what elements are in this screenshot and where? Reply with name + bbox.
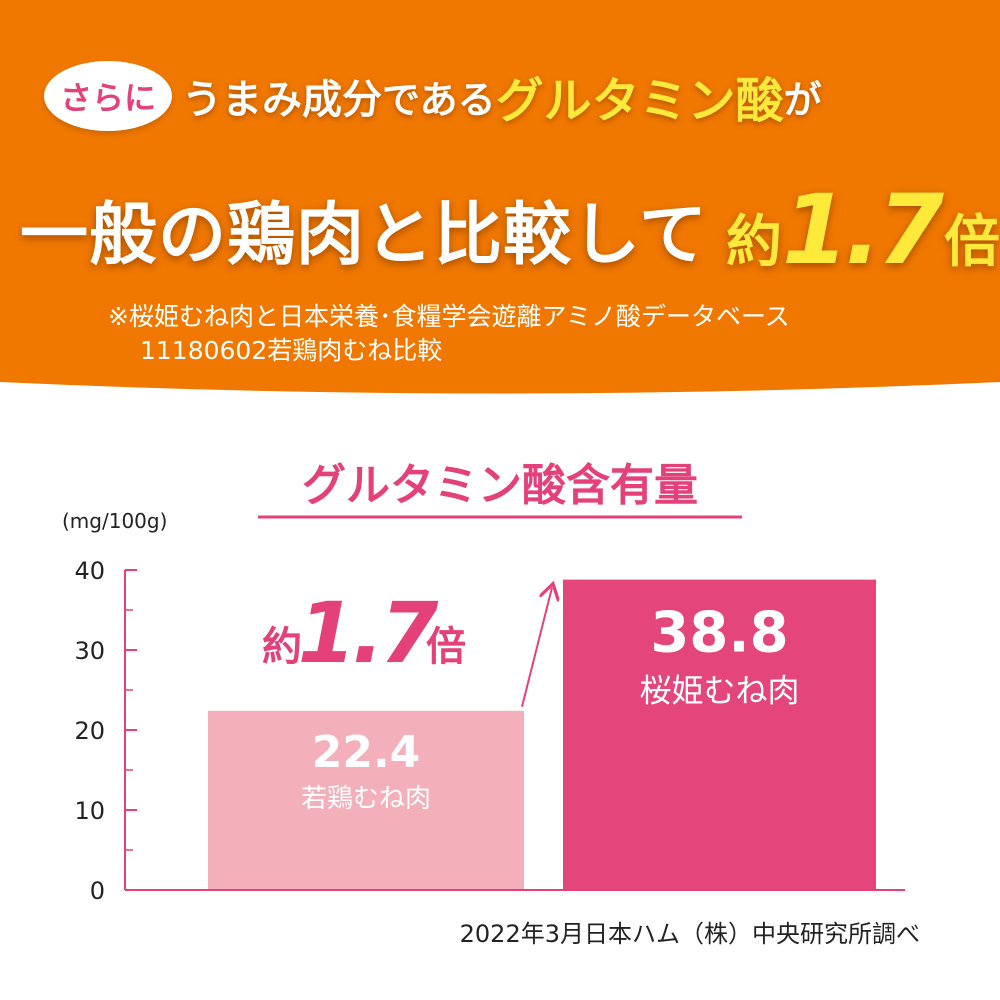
footnote-line-1: ※桜姫むね肉と日本栄養･食糧学会遊離アミノ酸データベース (108, 302, 790, 331)
headline-text-dearu: である (382, 77, 496, 122)
y-tick-label-0: 0 (90, 877, 105, 905)
y-tick-label-40: 40 (74, 557, 105, 585)
headline-text-umami: うまみ成分 (182, 77, 382, 123)
headline-ratio-suffix: 倍 (944, 210, 1000, 275)
headline-glutamic-acid: グルタミン酸 (495, 73, 784, 129)
y-tick-label-10: 10 (74, 797, 105, 825)
y-tick-label-30: 30 (74, 637, 105, 665)
bars: 22.4 若鶏むね肉 38.8 桜姫むね肉 (208, 579, 876, 890)
headline-ratio-number: 1.7 (781, 174, 944, 286)
headline-text-ga: が (783, 77, 822, 122)
headline-approx-prefix: 約 (725, 210, 782, 275)
data-source-note: 2022年3月日本ハム（株）中央研究所調べ (460, 920, 920, 948)
bar-2 (563, 579, 876, 890)
ratio-number: 1.7 (298, 584, 439, 682)
ratio-arrow (521, 588, 552, 708)
headline-banner (0, 0, 1000, 400)
ratio-prefix: 約 (262, 624, 302, 670)
bar-1 (208, 710, 524, 890)
footnote: ※桜姫むね肉と日本栄養･食糧学会遊離アミノ酸データベース 11180602若鶏肉… (108, 300, 958, 368)
headline-line-1: さらに うまみ成分 である グルタミン酸 が (44, 56, 964, 136)
ratio-suffix: 倍 (426, 624, 466, 670)
ratio-annotation: 約 1.7 倍 (262, 584, 466, 682)
bar-value-label-2: 38.8 (650, 601, 788, 666)
footnote-line-2: 11180602若鶏肉むね比較 (140, 336, 443, 365)
bar-category-label-2: 桜姫むね肉 (639, 672, 799, 710)
headline-comparison-text: 一般の鶏肉と比較して (20, 196, 708, 275)
sarani-badge: さらに (44, 61, 172, 131)
bar-value-label-1: 22.4 (312, 727, 421, 778)
bar-category-label-1: 若鶏むね肉 (301, 784, 431, 814)
y-axis: 0 10 20 30 40 (74, 557, 137, 905)
headline-line-2: 一般の鶏肉と比較して 約 1.7 倍 ※ (20, 158, 1000, 286)
y-tick-label-20: 20 (74, 717, 105, 745)
y-axis-unit-label: (mg/100g) (62, 509, 167, 533)
chart-title: グルタミン酸含有量 (302, 460, 698, 511)
